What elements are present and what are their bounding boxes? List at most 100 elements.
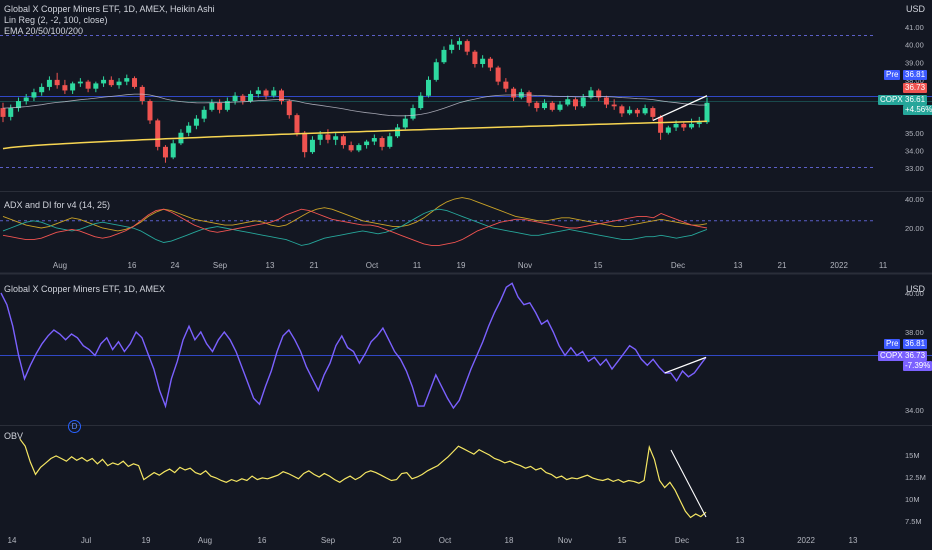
candle-body [201,109,207,119]
top-x-tick-label: Dec [671,261,685,270]
top-chart-title: Global X Copper Miners ETF, 1D, AMEX, He… [4,4,215,14]
candle-body [472,51,478,65]
candle-body [340,136,346,146]
top-x-tick-label: Sep [213,261,228,270]
candle-body [557,104,563,110]
candle-body [317,134,323,140]
bottom-x-tick-label: 13 [736,536,745,545]
candle-body [124,78,130,82]
bottom-x-tick-label: Nov [558,536,572,545]
obv-y-tick-label: 15M [905,451,920,460]
bottom-x-tick-label: Jul [81,536,91,545]
pre-price-tag: 36.81 [903,70,928,80]
candle-body [193,118,199,126]
candle-body [248,93,254,102]
candle-body [425,79,431,96]
candle-body [46,79,52,87]
di-plus-line [2,208,708,246]
bottom-y-tick-label: 38.00 [905,328,924,337]
top-y-tick-label: 34.00 [905,146,924,155]
candle-body [147,101,153,121]
candle-body [116,81,122,86]
bottom-x-tick-label: 14 [8,536,17,545]
candle-body [480,58,486,65]
candle-body [511,88,517,98]
top-x-tick-label: 19 [457,261,466,270]
bottom-currency-label: USD [906,284,926,294]
ticker-tag: COPX [878,95,905,105]
price-line [0,282,707,410]
candle-body [209,102,215,110]
top-x-tick-label: 16 [128,261,137,270]
adx-indicator-label[interactable]: ADX and DI for v4 (14, 25) [4,200,111,210]
top-x-tick-label: 21 [778,261,787,270]
bottom-pre-price-tag: 36.81 [903,339,928,349]
bottom-x-tick-label: Dec [675,536,689,545]
candle-body [456,41,462,45]
candle-body [108,79,114,86]
pre-tag-label: Pre [884,70,901,80]
candle-body [619,106,625,114]
candle-body [294,115,300,133]
candle-body [240,95,246,102]
top-y-tick-label: 40.00 [905,41,924,50]
obv-y-tick-label: 10M [905,495,920,504]
candle-body [627,109,633,114]
candle-body [418,95,424,109]
candle-body [23,97,29,102]
linreg-line [652,95,708,122]
candle-body [101,79,107,84]
bottom-y-tick-label: 40.00 [905,289,924,298]
ticker-price-tag: 36.61 [903,95,928,105]
candle-body [325,134,331,140]
dividend-marker[interactable]: D [68,420,81,433]
linreg-indicator-label[interactable]: Lin Reg (2, -2, 100, close) [4,15,108,25]
candle-body [441,49,447,63]
candle-body [309,139,315,153]
candle-body [132,78,138,87]
candle-body [704,102,710,123]
candle-body [503,81,509,89]
adx-line [2,197,708,232]
candle-body [395,127,401,137]
obv-indicator-label[interactable]: OBV [4,431,24,441]
candle-body [673,123,679,128]
bottom-y-tick-label: 34.00 [905,406,924,415]
bottom-pre-tag-label: Pre [884,339,901,349]
candle-body [689,123,695,128]
top-x-tick-label: 15 [594,261,603,270]
bottom-x-tick-label: 20 [393,536,402,545]
top-x-tick-label: 11 [879,261,888,270]
top-x-tick-label: 21 [310,261,319,270]
candle-body [263,90,269,96]
bottom-x-tick-label: 18 [505,536,514,545]
bottom-x-tick-label: 16 [258,536,267,545]
top-x-tick-label: 2022 [830,261,848,270]
candle-body [526,92,532,103]
candle-body [70,83,76,91]
top-x-tick-label: 24 [171,261,180,270]
top-x-tick-label: 11 [413,261,422,270]
bottom-x-tick-label: Oct [439,536,452,545]
candle-body [85,81,91,89]
candle-body [379,138,385,147]
obv-trend-line [670,449,707,518]
ema-long-line [2,120,708,150]
candle-body [93,83,99,89]
top-x-tick-label: 13 [266,261,275,270]
bottom-change-tag: -7.39% [903,361,932,371]
ema-indicator-label[interactable]: EMA 20/50/100/200 [4,26,84,36]
bottom-x-tick-label: 15 [618,536,627,545]
candle-body [348,145,354,151]
bottom-x-tick-label: Sep [321,536,336,545]
candle-body [580,97,586,107]
candle-body [634,109,640,114]
candle-body [534,102,540,109]
candle-body [449,44,455,50]
candle-body [224,101,230,110]
di-minus-line [2,208,708,246]
candle-body [665,127,671,133]
candle-body [402,118,408,128]
bottom-ticker-tag: COPX [878,351,905,361]
